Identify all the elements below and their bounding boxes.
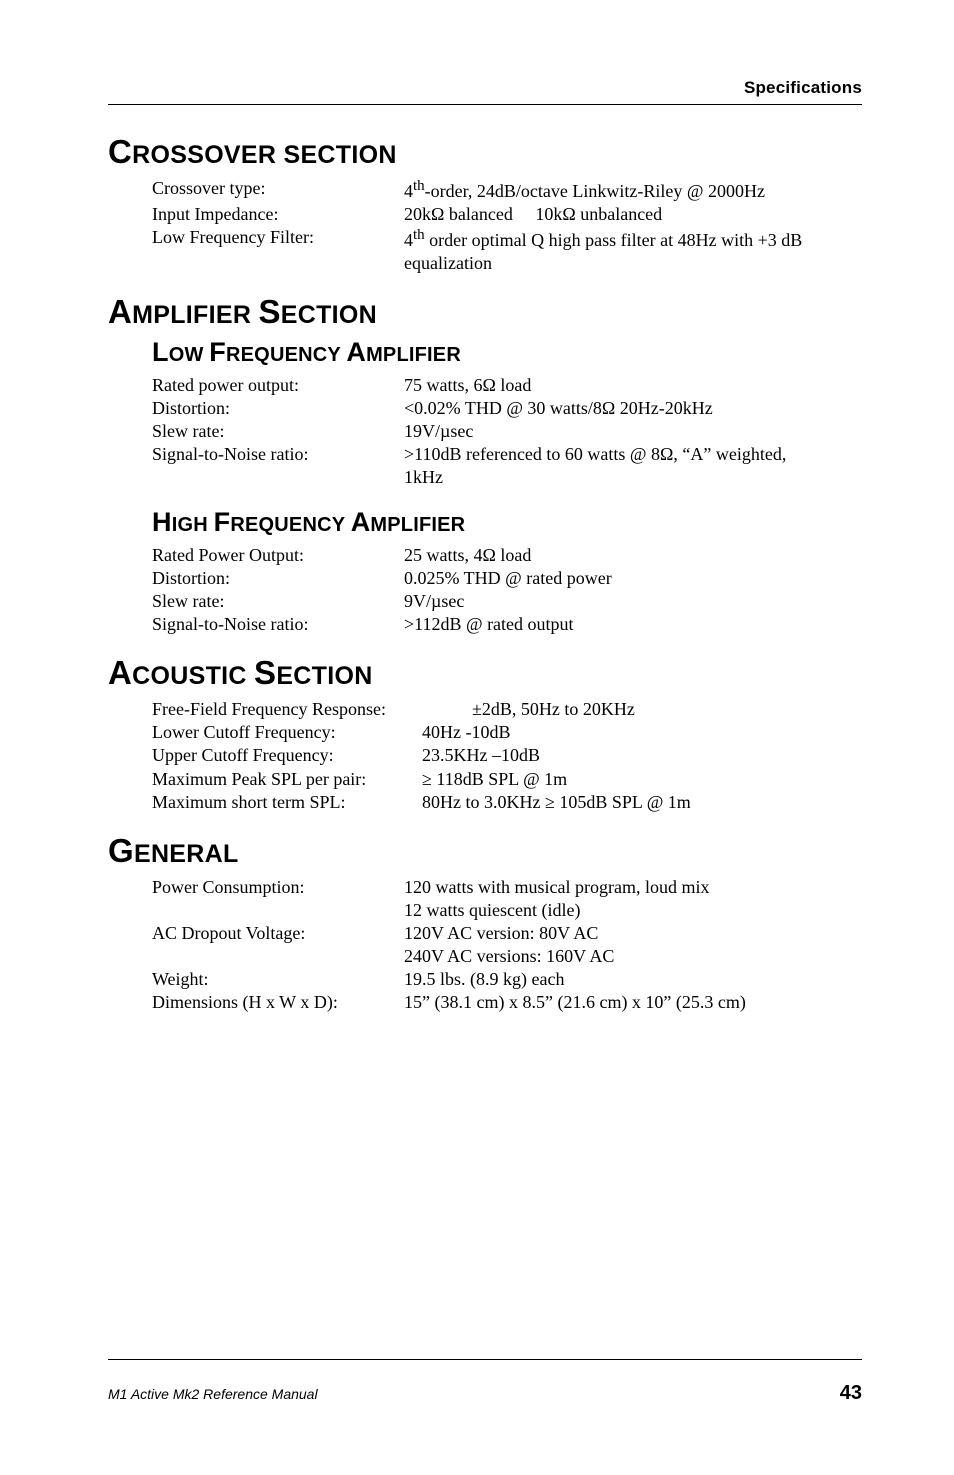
acoustic-specs: Free-Field Frequency Response:±2dB, 50Hz… (152, 698, 862, 813)
amplifier-section-title: AMPLIFIER SECTION (108, 293, 862, 331)
title-rest: MPLIFIER (132, 301, 258, 329)
spec-value: 25 watts, 4Ω load (404, 544, 862, 567)
title-cap: A (108, 293, 132, 330)
page-header: Specifications (108, 78, 862, 105)
spec-label: Dimensions (H x W x D): (152, 991, 404, 1014)
spec-label: Input Impedance: (152, 203, 404, 226)
spec-value: 80Hz to 3.0KHz ≥ 105dB SPL @ 1m (422, 791, 862, 814)
spec-value: 19V/µsec (404, 420, 862, 443)
footer-page-number: 43 (840, 1382, 862, 1405)
spec-value: 23.5KHz –10dB (422, 744, 862, 767)
spec-row: Crossover type: 4th-order, 24dB/octave L… (152, 177, 862, 203)
spec-row: Power Consumption:120 watts with musical… (152, 876, 862, 899)
title-cap: A (108, 654, 132, 691)
crossover-specs: Crossover type: 4th-order, 24dB/octave L… (152, 177, 862, 275)
title-cap: C (108, 133, 132, 170)
spec-label: Power Consumption: (152, 876, 404, 899)
spec-row: Dimensions (H x W x D):15” (38.1 cm) x 8… (152, 991, 862, 1014)
spec-label: AC Dropout Voltage: (152, 922, 404, 945)
spec-row: Weight:19.5 lbs. (8.9 kg) each (152, 968, 862, 991)
low-freq-subtitle: LOW FREQUENCY AMPLIFIER (152, 337, 862, 368)
spec-label: Slew rate: (152, 590, 404, 613)
footer-manual-title: M1 Active Mk2 Reference Manual (108, 1386, 318, 1402)
spec-row: 12 watts quiescent (idle) (152, 899, 862, 922)
spec-value-cont: 1kHz (404, 466, 862, 489)
title-rest: COUSTIC (132, 662, 254, 690)
spec-value: 120 watts with musical program, loud mix (404, 876, 862, 899)
spec-row: Input Impedance: 20kΩ balanced 10kΩ unba… (152, 203, 862, 226)
high-freq-specs: Rated Power Output:25 watts, 4Ω load Dis… (152, 544, 862, 636)
spec-row: Low Frequency Filter: 4th order optimal … (152, 226, 862, 252)
spec-label: Rated Power Output: (152, 544, 404, 567)
spec-row: Signal-to-Noise ratio:>112dB @ rated out… (152, 613, 862, 636)
spec-value: >112dB @ rated output (404, 613, 862, 636)
spec-row: Rated power output:75 watts, 6Ω load (152, 374, 862, 397)
title-rest: ECTION (281, 301, 377, 329)
high-freq-subtitle: HIGH FREQUENCY AMPLIFIER (152, 507, 862, 538)
spec-label (152, 945, 404, 968)
spec-row: Signal-to-Noise ratio:>110dB referenced … (152, 443, 862, 466)
spec-value: ≥ 118dB SPL @ 1m (422, 768, 862, 791)
crossover-section-title: CROSSOVER SECTION (108, 133, 862, 171)
general-specs: Power Consumption:120 watts with musical… (152, 876, 862, 1014)
spec-row: Upper Cutoff Frequency:23.5KHz –10dB (152, 744, 862, 767)
spec-row: Distortion:0.025% THD @ rated power (152, 567, 862, 590)
spec-row: Lower Cutoff Frequency:40Hz -10dB (152, 721, 862, 744)
spec-value: 19.5 lbs. (8.9 kg) each (404, 968, 862, 991)
spec-value: 4th-order, 24dB/octave Linkwitz-Riley @ … (404, 177, 862, 203)
spec-label: Maximum Peak SPL per pair: (152, 768, 422, 791)
spec-value: 9V/µsec (404, 590, 862, 613)
spec-label: Low Frequency Filter: (152, 226, 404, 252)
spec-row: Rated Power Output:25 watts, 4Ω load (152, 544, 862, 567)
spec-value: 4th order optimal Q high pass filter at … (404, 226, 862, 252)
spec-label: Lower Cutoff Frequency: (152, 721, 422, 744)
spec-label: Signal-to-Noise ratio: (152, 443, 404, 466)
spec-row: 240V AC versions: 160V AC (152, 945, 862, 968)
spec-label: Signal-to-Noise ratio: (152, 613, 404, 636)
title-cap: G (108, 832, 134, 869)
spec-value: 0.025% THD @ rated power (404, 567, 862, 590)
spec-value: <0.02% THD @ 30 watts/8Ω 20Hz-20kHz (404, 397, 862, 420)
spec-value: 20kΩ balanced 10kΩ unbalanced (404, 203, 862, 226)
spec-label: Upper Cutoff Frequency: (152, 744, 422, 767)
low-freq-specs: Rated power output:75 watts, 6Ω load Dis… (152, 374, 862, 489)
spec-value-cont: equalization (404, 252, 862, 275)
spec-row: Slew rate:9V/µsec (152, 590, 862, 613)
page-footer: M1 Active Mk2 Reference Manual 43 (108, 1359, 862, 1405)
title-cap: S (258, 293, 280, 330)
spec-label: Rated power output: (152, 374, 404, 397)
title-rest: ROSSOVER SECTION (132, 141, 397, 169)
spec-row: Maximum short term SPL:80Hz to 3.0KHz ≥ … (152, 791, 862, 814)
spec-value: 15” (38.1 cm) x 8.5” (21.6 cm) x 10” (25… (404, 991, 862, 1014)
general-section-title: GENERAL (108, 832, 862, 870)
spec-value: 120V AC version: 80V AC (404, 922, 862, 945)
spec-value: ±2dB, 50Hz to 20KHz (472, 698, 862, 721)
spec-label: Distortion: (152, 397, 404, 420)
spec-label: Free-Field Frequency Response: (152, 698, 472, 721)
title-rest: ECTION (276, 662, 372, 690)
spec-label: Distortion: (152, 567, 404, 590)
spec-label (152, 899, 404, 922)
title-rest: ENERAL (134, 840, 239, 868)
spec-label: Slew rate: (152, 420, 404, 443)
spec-value: 12 watts quiescent (idle) (404, 899, 862, 922)
spec-value: 40Hz -10dB (422, 721, 862, 744)
spec-label: Weight: (152, 968, 404, 991)
spec-row: Slew rate:19V/µsec (152, 420, 862, 443)
spec-value: >110dB referenced to 60 watts @ 8Ω, “A” … (404, 443, 862, 466)
spec-row: Free-Field Frequency Response:±2dB, 50Hz… (152, 698, 862, 721)
spec-value: 240V AC versions: 160V AC (404, 945, 862, 968)
spec-value: 75 watts, 6Ω load (404, 374, 862, 397)
spec-label: Maximum short term SPL: (152, 791, 422, 814)
spec-row: Maximum Peak SPL per pair:≥ 118dB SPL @ … (152, 768, 862, 791)
acoustic-section-title: ACOUSTIC SECTION (108, 654, 862, 692)
spec-row: Distortion:<0.02% THD @ 30 watts/8Ω 20Hz… (152, 397, 862, 420)
title-cap: S (254, 654, 276, 691)
spec-label: Crossover type: (152, 177, 404, 203)
spec-row: AC Dropout Voltage:120V AC version: 80V … (152, 922, 862, 945)
